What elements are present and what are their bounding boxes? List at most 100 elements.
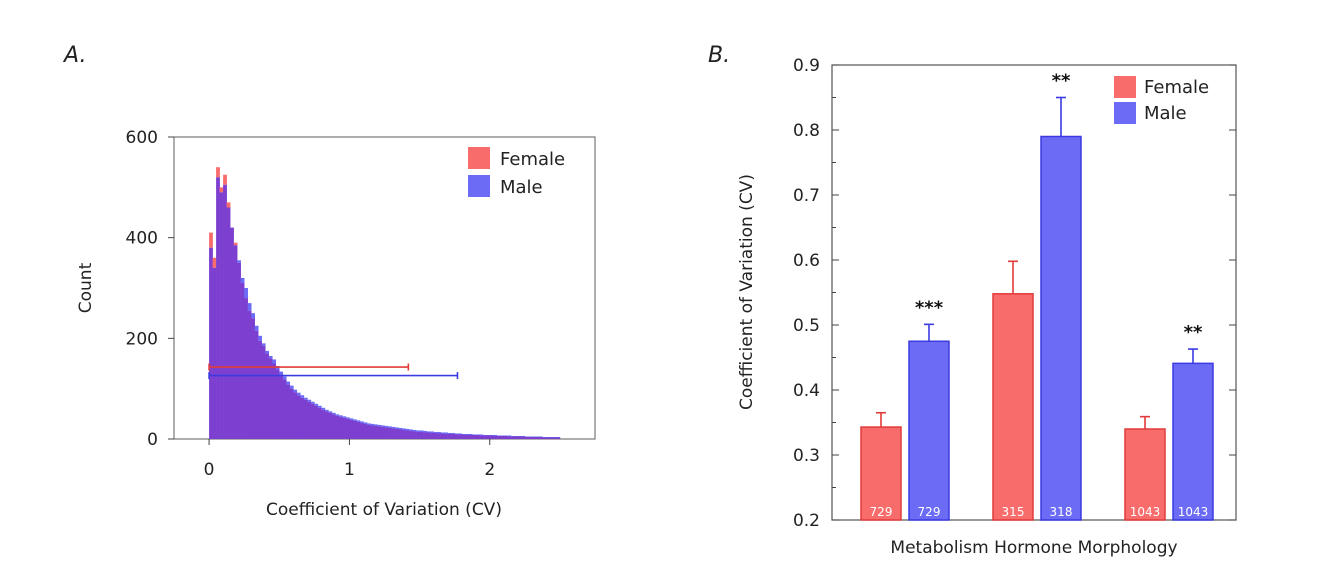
- histogram-bin-overlap: [345, 418, 350, 439]
- histogram-bin-excess: [380, 425, 385, 427]
- histogram-bin-overlap: [251, 318, 255, 439]
- histogram-bin-overlap: [223, 184, 227, 439]
- histogram-bin-excess: [370, 423, 375, 426]
- range-bars: [208, 363, 459, 380]
- histogram-bin-excess: [545, 436, 550, 438]
- histogram-bin-excess: [289, 385, 294, 389]
- histogram-bin-excess: [377, 424, 382, 427]
- bar: [1172, 362, 1214, 521]
- histogram-bin-overlap: [538, 436, 543, 439]
- bars-b: 729 729 *** 315 318 ** 1043 1043 **: [860, 71, 1214, 521]
- y-tick-label-b: 0.8: [793, 121, 820, 141]
- histogram-bin-overlap: [402, 429, 406, 439]
- histogram-bin-overlap: [503, 435, 508, 439]
- bar: [1124, 428, 1166, 521]
- histogram-bin-overlap: [545, 437, 550, 439]
- histogram-bin-overlap: [286, 384, 291, 439]
- histogram-bin-excess: [254, 325, 259, 331]
- y-tick-label-b: 0.2: [793, 511, 820, 531]
- histogram-bin-excess: [514, 435, 519, 437]
- histogram-bin-excess: [521, 435, 526, 437]
- histogram-bin-overlap: [454, 434, 459, 439]
- legend-a: Female Male: [468, 147, 565, 198]
- histogram-bin-overlap: [300, 397, 305, 439]
- sample-size-label: 315: [1002, 505, 1025, 519]
- histogram-bin-excess: [240, 277, 245, 283]
- histogram-bin-excess: [226, 202, 231, 208]
- histogram-bin-overlap: [489, 435, 494, 439]
- histogram-bin-overlap: [216, 177, 220, 439]
- histogram-bin-overlap: [342, 417, 347, 439]
- histogram-bin-overlap: [307, 401, 312, 439]
- y-tick-label-a: 600: [126, 128, 158, 148]
- histogram-bin-excess: [395, 427, 399, 429]
- bar: [1040, 135, 1082, 521]
- histogram-bin-overlap: [433, 432, 438, 439]
- y-tick-label-b: 0.5: [793, 316, 820, 336]
- histogram-bin-overlap: [261, 345, 266, 439]
- sample-size-label: 729: [918, 505, 941, 519]
- legend-swatch-female-a: [468, 147, 490, 169]
- histogram-bin-overlap: [324, 411, 329, 439]
- histogram-bin-overlap: [272, 363, 277, 439]
- histogram-bin-overlap: [479, 435, 484, 439]
- x-tick-label-a: 0: [204, 460, 215, 480]
- x-axis-label-a: Coefficient of Variation (CV): [266, 500, 502, 520]
- histogram-bin-overlap: [468, 434, 473, 439]
- histogram-bin-excess: [440, 432, 445, 434]
- histogram-bin-overlap: [472, 434, 477, 439]
- histogram-bin-overlap: [395, 428, 399, 439]
- histogram-bin-overlap: [384, 427, 389, 439]
- histogram-bin-overlap: [352, 420, 357, 439]
- histogram-bin-excess: [349, 418, 354, 420]
- histogram-bin-excess: [479, 434, 484, 436]
- histogram-bin-excess: [391, 426, 396, 429]
- histogram-bin-excess: [538, 436, 543, 437]
- histogram-bin-overlap: [416, 431, 420, 439]
- histogram-bin-excess: [345, 417, 350, 419]
- histogram-bin-excess: [430, 431, 434, 433]
- histogram-bin-excess: [500, 435, 505, 436]
- histogram-bin-excess: [556, 436, 561, 438]
- histogram-bin-excess: [209, 232, 213, 248]
- histogram-bin-overlap: [363, 423, 368, 439]
- histogram-bin-overlap: [500, 435, 505, 439]
- histogram-bin-overlap: [303, 399, 308, 439]
- histogram-bin-overlap: [440, 433, 445, 439]
- histogram-bin-overlap: [461, 434, 466, 439]
- histogram-bin-overlap: [254, 330, 259, 439]
- histogram-bin-overlap: [356, 421, 361, 439]
- histogram-bin-overlap: [409, 430, 413, 439]
- histogram-bin-overlap: [258, 340, 263, 439]
- histogram-bin-excess: [216, 167, 220, 178]
- histogram-bin-overlap: [556, 437, 561, 439]
- histogram-bin-excess: [447, 432, 452, 434]
- histogram-bin-excess: [314, 403, 319, 406]
- histogram-bin-excess: [233, 242, 238, 246]
- histogram-bin-excess: [247, 303, 252, 311]
- histogram-bin-excess: [265, 350, 270, 354]
- histogram-bin-overlap: [423, 432, 427, 439]
- histogram-bin-excess: [388, 426, 392, 428]
- histogram-bin-excess: [237, 260, 241, 263]
- histogram-panel: A. 0 200 400 600 0 1 2 Coefficient of Variati…: [62, 43, 596, 520]
- y-ticks-b: 0.2 0.3 0.4 0.5 0.6 0.7 0.8 0.9: [793, 56, 1236, 531]
- sample-size-label: 1043: [1178, 505, 1209, 519]
- histogram-bin-overlap: [521, 436, 526, 439]
- histogram-bin-overlap: [486, 435, 491, 439]
- histogram-bin-overlap: [437, 433, 441, 439]
- histogram-bin-overlap: [458, 434, 462, 439]
- significance-annotation: **: [1052, 71, 1071, 92]
- histogram-bin-overlap: [370, 425, 375, 439]
- histogram-bin-overlap: [447, 433, 452, 439]
- histogram-bin-overlap: [412, 431, 417, 439]
- bar: [860, 426, 902, 521]
- histogram-bin-excess: [531, 436, 536, 437]
- histogram-bin-overlap: [514, 436, 519, 439]
- histogram-bin-excess: [310, 401, 315, 404]
- histogram-bin-excess: [261, 343, 266, 346]
- histogram-bin-excess: [552, 436, 557, 438]
- histogram-bin-excess: [412, 429, 417, 432]
- y-ticks-a: 0 200 400 600: [126, 128, 174, 450]
- histogram-bin-excess: [212, 257, 217, 268]
